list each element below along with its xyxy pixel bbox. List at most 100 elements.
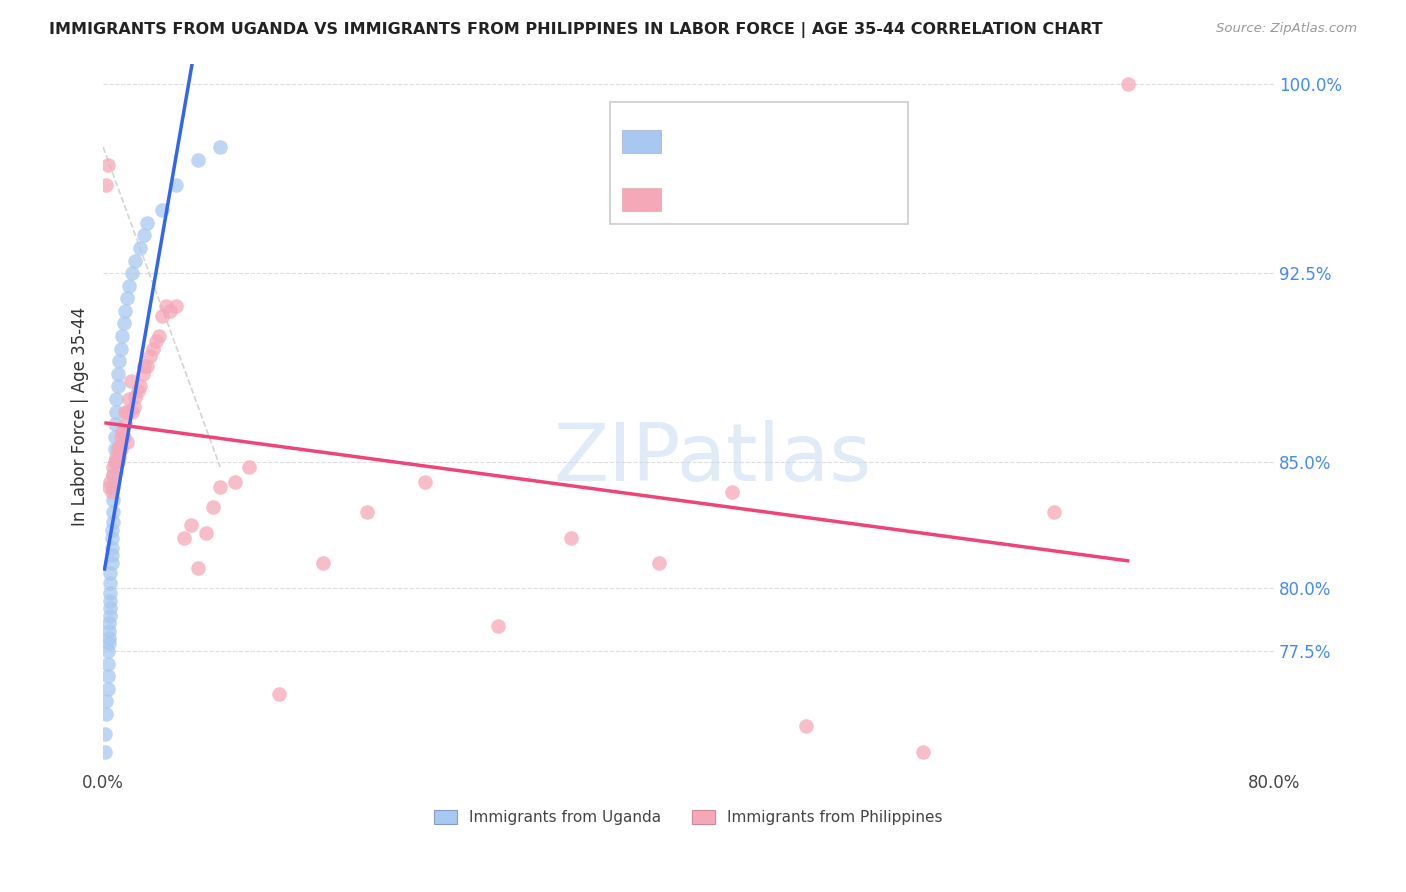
- Point: [132, 228, 155, 243]
- Point: [100, 586, 122, 600]
- Point: [209, 140, 232, 154]
- Text: Source: ZipAtlas.com: Source: ZipAtlas.com: [1216, 22, 1357, 36]
- Point: [98, 616, 121, 631]
- Point: [104, 442, 127, 457]
- Point: [105, 450, 128, 464]
- Point: [136, 359, 159, 374]
- Point: [131, 367, 153, 381]
- Point: [120, 375, 142, 389]
- Point: [311, 556, 333, 570]
- Point: [194, 525, 217, 540]
- Point: [105, 392, 128, 406]
- Point: [100, 593, 122, 607]
- Point: [107, 455, 129, 469]
- Point: [107, 379, 129, 393]
- Point: [96, 158, 118, 172]
- Point: [110, 430, 132, 444]
- Point: [111, 329, 134, 343]
- Point: [100, 608, 122, 623]
- Point: [101, 531, 124, 545]
- Point: [98, 624, 121, 638]
- Point: [122, 400, 145, 414]
- Point: [187, 561, 209, 575]
- Point: [96, 669, 118, 683]
- Point: [103, 467, 125, 482]
- Point: [103, 460, 125, 475]
- Point: [96, 644, 118, 658]
- Point: [100, 566, 122, 580]
- Point: [101, 548, 124, 562]
- Point: [96, 657, 118, 671]
- Point: [112, 430, 135, 444]
- Point: [104, 430, 127, 444]
- Point: [127, 384, 149, 399]
- Text: IMMIGRANTS FROM UGANDA VS IMMIGRANTS FROM PHILIPPINES IN LABOR FORCE | AGE 35-44: IMMIGRANTS FROM UGANDA VS IMMIGRANTS FRO…: [49, 22, 1102, 38]
- Point: [94, 706, 117, 721]
- Point: [124, 390, 146, 404]
- Point: [103, 516, 125, 530]
- Point: [108, 450, 131, 464]
- Point: [201, 500, 224, 515]
- Point: [111, 425, 134, 439]
- Point: [114, 304, 136, 318]
- Point: [238, 460, 260, 475]
- Point: [139, 349, 162, 363]
- Point: [267, 687, 290, 701]
- Point: [98, 632, 121, 646]
- Point: [180, 518, 202, 533]
- Point: [794, 719, 817, 733]
- Point: [101, 485, 124, 500]
- Point: [413, 475, 436, 490]
- Point: [124, 253, 146, 268]
- Point: [148, 329, 170, 343]
- Point: [108, 440, 131, 454]
- Point: [103, 505, 125, 519]
- Point: [1043, 505, 1066, 519]
- Point: [165, 178, 187, 192]
- Y-axis label: In Labor Force | Age 35-44: In Labor Force | Age 35-44: [72, 307, 89, 526]
- Point: [118, 392, 141, 406]
- Point: [356, 505, 378, 519]
- Point: [155, 299, 177, 313]
- Point: [112, 317, 135, 331]
- Point: [117, 404, 139, 418]
- Point: [173, 531, 195, 545]
- Point: [93, 745, 115, 759]
- Point: [121, 266, 143, 280]
- Point: [94, 694, 117, 708]
- Point: [114, 417, 136, 432]
- Point: [104, 455, 127, 469]
- Point: [103, 492, 125, 507]
- Point: [132, 359, 155, 374]
- Text: ZIPatlas: ZIPatlas: [553, 420, 870, 498]
- Point: [486, 618, 509, 632]
- Point: [224, 475, 246, 490]
- Point: [104, 417, 127, 432]
- Point: [101, 556, 124, 570]
- Point: [187, 153, 209, 167]
- Point: [101, 523, 124, 537]
- Point: [114, 404, 136, 418]
- Point: [100, 575, 122, 590]
- Point: [103, 480, 125, 494]
- Legend: Immigrants from Uganda, Immigrants from Philippines: Immigrants from Uganda, Immigrants from …: [434, 810, 943, 825]
- Point: [150, 309, 173, 323]
- Point: [721, 485, 744, 500]
- Point: [1116, 77, 1139, 91]
- Point: [911, 745, 934, 759]
- Point: [118, 278, 141, 293]
- Point: [93, 727, 115, 741]
- Point: [107, 442, 129, 457]
- Point: [159, 304, 181, 318]
- Point: [121, 404, 143, 418]
- Point: [142, 342, 165, 356]
- Point: [103, 467, 125, 482]
- Point: [128, 241, 150, 255]
- Point: [105, 404, 128, 418]
- Point: [136, 216, 159, 230]
- Point: [110, 442, 132, 457]
- Point: [98, 636, 121, 650]
- Point: [100, 475, 122, 490]
- Point: [96, 681, 118, 696]
- Point: [165, 299, 187, 313]
